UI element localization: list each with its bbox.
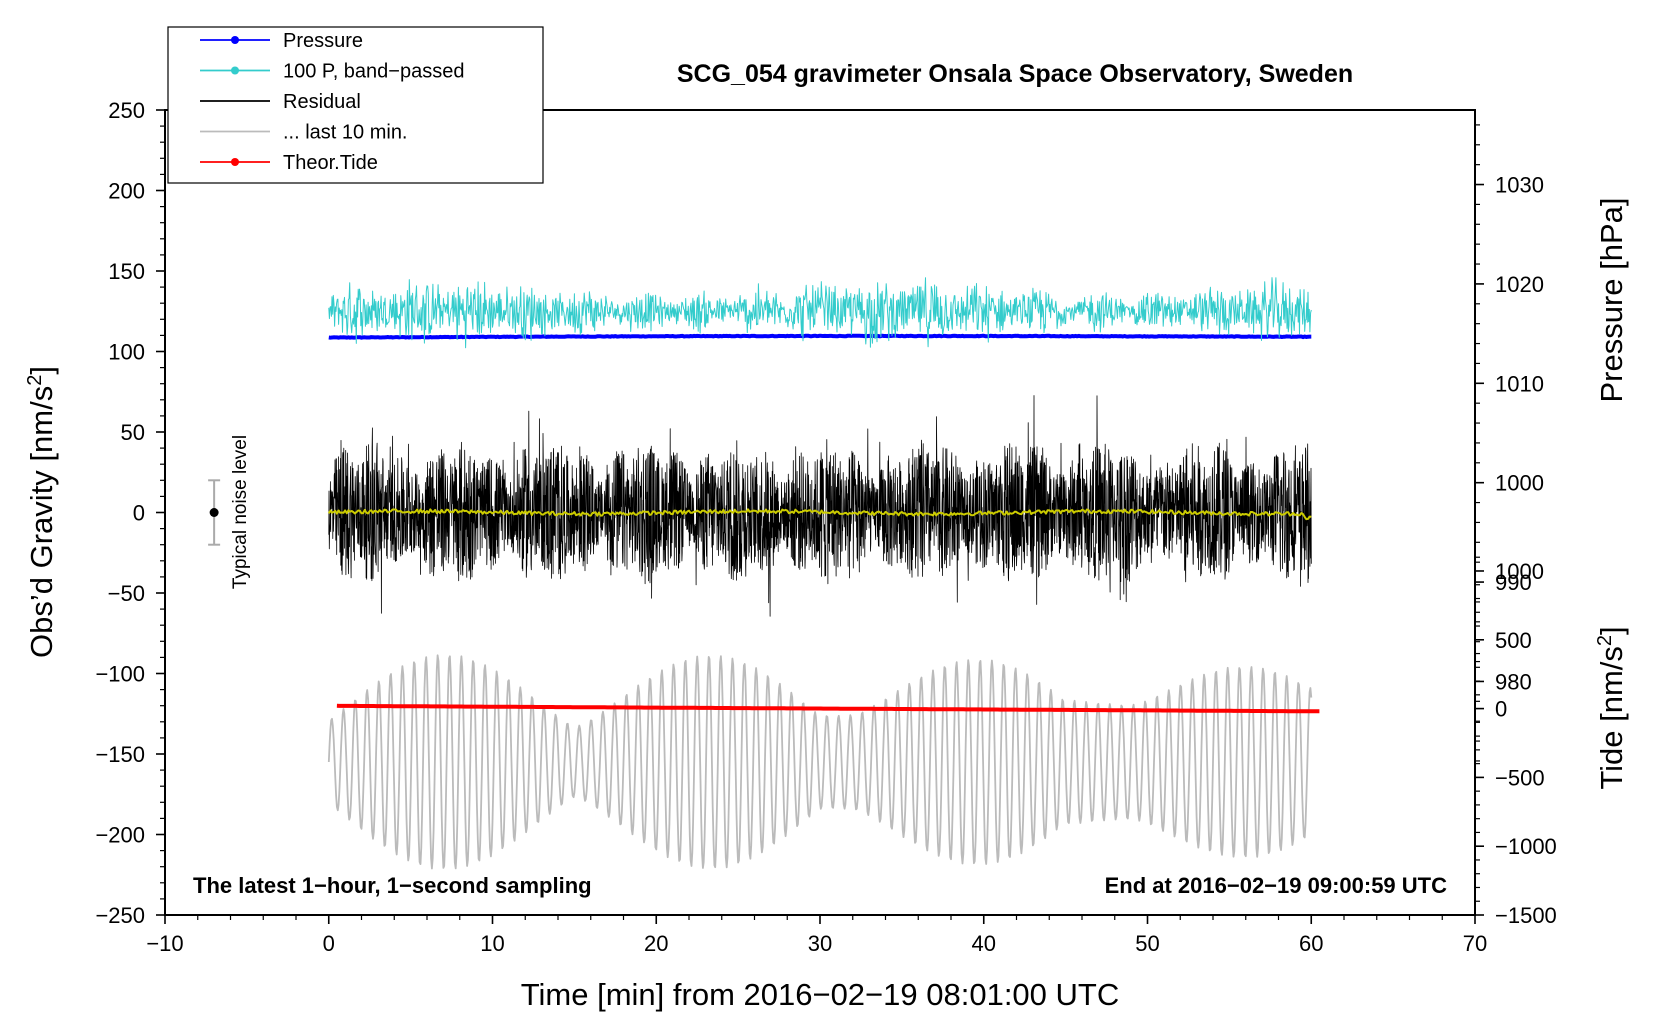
series-pressure bbox=[328, 333, 1312, 340]
series-residual-smoothed bbox=[327, 508, 1312, 521]
x-axis-label: Time [min] from 2016−02−19 08:01:00 UTC bbox=[521, 977, 1120, 1012]
y-tick-label: 0 bbox=[133, 501, 145, 526]
tide-tick-label: 500 bbox=[1495, 628, 1532, 653]
x-axis: −10 0 10 20 30 40 50 60 70 bbox=[146, 915, 1487, 956]
x-tick-label: 70 bbox=[1463, 931, 1487, 956]
legend-marker bbox=[231, 36, 239, 44]
pressure-tick-label: 1030 bbox=[1495, 173, 1544, 198]
legend-marker bbox=[231, 66, 239, 75]
pressure-tick-label: 1000 bbox=[1495, 471, 1544, 496]
end-time-note: End at 2016−02−19 09:00:59 UTC bbox=[1105, 873, 1448, 898]
series-theoretical-tide bbox=[336, 703, 1320, 714]
y-axis-label-tide-main: Tide [nm/s bbox=[1594, 646, 1629, 790]
series-band-passed-pressure bbox=[328, 277, 1312, 349]
sampling-note: The latest 1−hour, 1−second sampling bbox=[193, 873, 592, 898]
y-tick-label: 100 bbox=[108, 340, 145, 365]
pressure-tick-label: 1010 bbox=[1495, 371, 1544, 396]
legend: Pressure 100 P, band−passed Residual ... la… bbox=[167, 26, 544, 184]
legend-label: Residual bbox=[283, 91, 361, 113]
legend-marker bbox=[231, 158, 239, 166]
legend-box bbox=[167, 26, 544, 184]
y-axis-label-gravity-main: Obs’d Gravity [nm/s bbox=[24, 386, 59, 658]
tide-tick-label: 0 bbox=[1495, 697, 1507, 722]
y-axis-gravity: −250 −200 −150 −100 −50 0 50 100 150 200 250 bbox=[95, 98, 165, 928]
legend-label: Theor.Tide bbox=[283, 152, 378, 174]
x-tick-label: −10 bbox=[146, 931, 183, 956]
x-tick-label: 30 bbox=[808, 931, 832, 956]
y-tick-label: 250 bbox=[108, 98, 145, 123]
x-tick-label: 0 bbox=[323, 931, 335, 956]
tide-tick-label: −1500 bbox=[1495, 903, 1557, 928]
noise-level-marker bbox=[208, 479, 221, 546]
y-tick-label: −100 bbox=[95, 662, 145, 687]
pressure-tick-label: 980 bbox=[1495, 669, 1532, 694]
y-axis-label-gravity-sup: 2 bbox=[24, 375, 46, 386]
legend-entries: Pressure 100 P, band−passed Residual ... la… bbox=[200, 30, 464, 174]
tide-tick-label: 1000 bbox=[1495, 559, 1544, 584]
x-tick-label: 40 bbox=[972, 931, 996, 956]
y-axis-label-pressure: Pressure [hPa] bbox=[1594, 197, 1629, 402]
legend-label: ... last 10 min. bbox=[283, 122, 408, 144]
y-axis-label-tide-close: ] bbox=[1594, 626, 1629, 635]
y-axis-label-gravity: Obs’d Gravity [nm/s2] bbox=[24, 366, 59, 658]
y-tick-label: 50 bbox=[121, 420, 145, 445]
legend-label: 100 P, band−passed bbox=[283, 61, 464, 83]
x-tick-label: 20 bbox=[644, 931, 668, 956]
legend-label: Pressure bbox=[283, 30, 363, 52]
series-last-10-min bbox=[327, 654, 1313, 870]
y-axis-label-gravity-close: ] bbox=[24, 366, 59, 375]
y-tick-label: −250 bbox=[95, 903, 145, 928]
pressure-tick-label: 1020 bbox=[1495, 272, 1544, 297]
y-tick-label: −150 bbox=[95, 742, 145, 767]
chart-title: SCG_054 gravimeter Onsala Space Observat… bbox=[677, 60, 1353, 88]
y-tick-label: −200 bbox=[95, 823, 145, 848]
tide-tick-label: −1000 bbox=[1495, 834, 1557, 859]
x-tick-label: 50 bbox=[1135, 931, 1159, 956]
noise-center-dot bbox=[209, 508, 219, 517]
pressure-tick-label: 990 bbox=[1495, 570, 1532, 595]
y-tick-label: −50 bbox=[108, 581, 145, 606]
series-layer bbox=[327, 277, 1320, 870]
y-tick-label: 200 bbox=[108, 179, 145, 204]
x-tick-label: 60 bbox=[1299, 931, 1323, 956]
y-tick-label: 150 bbox=[108, 259, 145, 284]
x-tick-label: 10 bbox=[480, 931, 504, 956]
y-axis-label-tide: Tide [nm/s2] bbox=[1594, 626, 1629, 789]
noise-level-label: Typical noise level bbox=[230, 435, 251, 589]
y-axis-label-tide-sup: 2 bbox=[1594, 635, 1616, 646]
series-residual bbox=[328, 395, 1312, 617]
y-axis-tide: −1500 −1000 −500 0 500 1000 bbox=[1475, 556, 1557, 928]
tide-tick-label: −500 bbox=[1495, 765, 1545, 790]
